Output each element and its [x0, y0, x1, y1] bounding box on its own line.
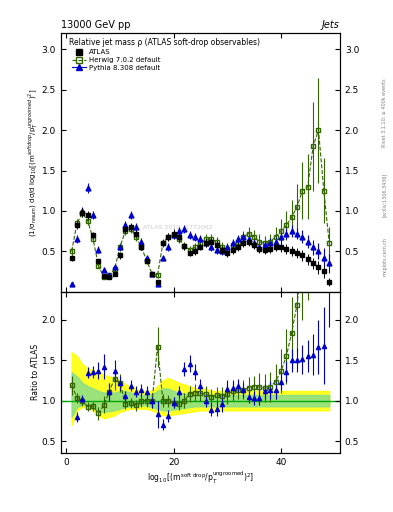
Y-axis label: Ratio to ATLAS: Ratio to ATLAS: [31, 344, 40, 400]
Text: Relative jet mass ρ (ATLAS soft-drop observables): Relative jet mass ρ (ATLAS soft-drop obs…: [69, 38, 260, 48]
Legend: ATLAS, Herwig 7.0.2 default, Pythia 8.308 default: ATLAS, Herwig 7.0.2 default, Pythia 8.30…: [70, 47, 162, 73]
X-axis label: $\log_{10}$[(m$^{\rm soft\ drop}$/p$_T^{\rm ungroomed}$)$^2$]: $\log_{10}$[(m$^{\rm soft\ drop}$/p$_T^{…: [147, 470, 254, 486]
Text: ATLAS 2019_I1772062: ATLAS 2019_I1772062: [143, 224, 213, 230]
Text: mcplots.cern.ch: mcplots.cern.ch: [382, 237, 387, 275]
Text: Rivet 3.1.10; ≥ 400k events: Rivet 3.1.10; ≥ 400k events: [382, 78, 387, 147]
Text: Jets: Jets: [322, 20, 340, 31]
Text: [arXiv:1306.3436]: [arXiv:1306.3436]: [382, 173, 387, 217]
Y-axis label: (1/σ$_{resum}$) dσ/d log$_{10}$[(m$^{soft drop}$/p$_T^{ungroomed}$)$^2$]: (1/σ$_{resum}$) dσ/d log$_{10}$[(m$^{sof…: [27, 88, 40, 237]
Text: 13000 GeV pp: 13000 GeV pp: [61, 20, 130, 31]
